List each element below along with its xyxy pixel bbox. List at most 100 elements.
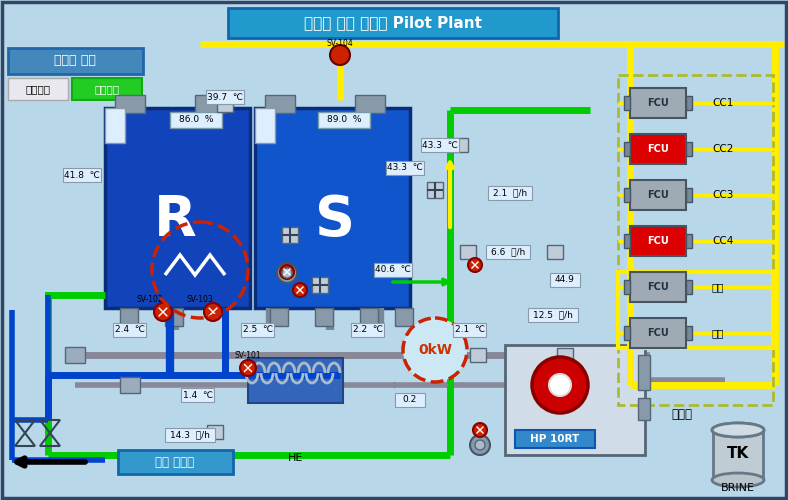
FancyBboxPatch shape bbox=[686, 188, 692, 202]
Text: 89.0  %: 89.0 % bbox=[327, 116, 361, 124]
Text: S: S bbox=[315, 193, 355, 247]
Text: FCU: FCU bbox=[647, 98, 669, 108]
Ellipse shape bbox=[712, 423, 764, 437]
FancyBboxPatch shape bbox=[454, 323, 486, 337]
Circle shape bbox=[473, 423, 487, 437]
FancyBboxPatch shape bbox=[120, 377, 140, 393]
FancyBboxPatch shape bbox=[624, 188, 630, 202]
Text: 상수도 원수 온도차 Pilot Plant: 상수도 원수 온도차 Pilot Plant bbox=[304, 16, 482, 30]
Text: CC3: CC3 bbox=[712, 190, 734, 200]
FancyBboxPatch shape bbox=[624, 280, 630, 294]
FancyBboxPatch shape bbox=[282, 227, 298, 243]
Text: SV-102: SV-102 bbox=[136, 296, 163, 304]
FancyBboxPatch shape bbox=[170, 112, 222, 128]
FancyBboxPatch shape bbox=[421, 138, 459, 152]
FancyBboxPatch shape bbox=[470, 348, 486, 362]
FancyBboxPatch shape bbox=[374, 263, 412, 277]
Ellipse shape bbox=[712, 423, 764, 437]
FancyBboxPatch shape bbox=[624, 96, 630, 110]
Text: 2.2  ℃: 2.2 ℃ bbox=[353, 326, 383, 334]
FancyBboxPatch shape bbox=[312, 277, 328, 293]
FancyBboxPatch shape bbox=[505, 345, 645, 455]
Text: 12.5  ㎥/h: 12.5 ㎥/h bbox=[533, 310, 573, 320]
Circle shape bbox=[468, 258, 482, 272]
FancyBboxPatch shape bbox=[65, 347, 85, 363]
FancyBboxPatch shape bbox=[318, 112, 370, 128]
FancyBboxPatch shape bbox=[686, 280, 692, 294]
FancyBboxPatch shape bbox=[713, 430, 763, 480]
Circle shape bbox=[277, 263, 297, 283]
Circle shape bbox=[470, 435, 490, 455]
FancyBboxPatch shape bbox=[255, 108, 275, 143]
Text: 2.5  ℃: 2.5 ℃ bbox=[243, 326, 273, 334]
Circle shape bbox=[330, 45, 350, 65]
Text: 43.3  ℃: 43.3 ℃ bbox=[387, 164, 423, 172]
FancyBboxPatch shape bbox=[165, 308, 183, 326]
Text: 40.6  ℃: 40.6 ℃ bbox=[375, 266, 411, 274]
FancyBboxPatch shape bbox=[686, 234, 692, 248]
FancyBboxPatch shape bbox=[118, 450, 233, 474]
FancyBboxPatch shape bbox=[547, 245, 563, 259]
FancyBboxPatch shape bbox=[550, 273, 580, 287]
FancyBboxPatch shape bbox=[630, 134, 686, 164]
FancyBboxPatch shape bbox=[195, 95, 225, 113]
Circle shape bbox=[280, 265, 294, 279]
Text: FCU: FCU bbox=[647, 282, 669, 292]
Text: 통신: 통신 bbox=[712, 282, 724, 292]
Text: CC2: CC2 bbox=[712, 144, 734, 154]
FancyBboxPatch shape bbox=[427, 182, 443, 198]
FancyBboxPatch shape bbox=[630, 272, 686, 302]
FancyBboxPatch shape bbox=[630, 318, 686, 348]
Text: 6.6  ㎥/h: 6.6 ㎥/h bbox=[491, 248, 525, 256]
FancyBboxPatch shape bbox=[105, 108, 250, 308]
FancyBboxPatch shape bbox=[624, 234, 630, 248]
Circle shape bbox=[549, 374, 571, 396]
Text: 기존 원수관: 기존 원수관 bbox=[155, 456, 195, 468]
Text: 39.7  ℃: 39.7 ℃ bbox=[207, 92, 243, 102]
Circle shape bbox=[475, 440, 485, 450]
FancyBboxPatch shape bbox=[165, 428, 215, 442]
FancyBboxPatch shape bbox=[355, 95, 385, 113]
FancyBboxPatch shape bbox=[351, 323, 385, 337]
Text: 44.9: 44.9 bbox=[555, 276, 575, 284]
FancyBboxPatch shape bbox=[105, 108, 125, 143]
FancyBboxPatch shape bbox=[315, 308, 333, 326]
Text: 실내기: 실내기 bbox=[671, 408, 693, 422]
Circle shape bbox=[240, 360, 256, 376]
Text: FCU: FCU bbox=[647, 328, 669, 338]
Text: 41.8  ℃: 41.8 ℃ bbox=[64, 170, 100, 179]
Circle shape bbox=[532, 357, 588, 413]
FancyBboxPatch shape bbox=[460, 245, 476, 259]
FancyBboxPatch shape bbox=[630, 226, 686, 256]
Text: 43.3  ℃: 43.3 ℃ bbox=[422, 140, 458, 149]
Text: 휴게: 휴게 bbox=[712, 328, 724, 338]
FancyBboxPatch shape bbox=[630, 180, 686, 210]
Text: CC4: CC4 bbox=[712, 236, 734, 246]
FancyBboxPatch shape bbox=[63, 168, 101, 182]
Circle shape bbox=[204, 303, 222, 321]
FancyBboxPatch shape bbox=[395, 308, 413, 326]
FancyBboxPatch shape bbox=[241, 323, 274, 337]
FancyBboxPatch shape bbox=[207, 425, 223, 439]
Text: 2.1  ℃: 2.1 ℃ bbox=[455, 326, 485, 334]
Circle shape bbox=[293, 283, 307, 297]
FancyBboxPatch shape bbox=[270, 308, 288, 326]
Ellipse shape bbox=[712, 473, 764, 487]
Text: TK: TK bbox=[727, 446, 749, 460]
Circle shape bbox=[282, 268, 292, 278]
FancyBboxPatch shape bbox=[113, 323, 147, 337]
FancyBboxPatch shape bbox=[686, 96, 692, 110]
FancyBboxPatch shape bbox=[8, 78, 68, 100]
FancyBboxPatch shape bbox=[515, 430, 595, 448]
FancyBboxPatch shape bbox=[630, 88, 686, 118]
Text: FCU: FCU bbox=[647, 190, 669, 200]
Text: CC1: CC1 bbox=[712, 98, 734, 108]
FancyBboxPatch shape bbox=[265, 95, 295, 113]
FancyBboxPatch shape bbox=[488, 186, 532, 200]
FancyBboxPatch shape bbox=[638, 355, 650, 390]
FancyBboxPatch shape bbox=[360, 308, 378, 326]
FancyBboxPatch shape bbox=[486, 245, 530, 259]
Circle shape bbox=[403, 318, 467, 382]
FancyBboxPatch shape bbox=[528, 308, 578, 322]
FancyBboxPatch shape bbox=[72, 78, 142, 100]
